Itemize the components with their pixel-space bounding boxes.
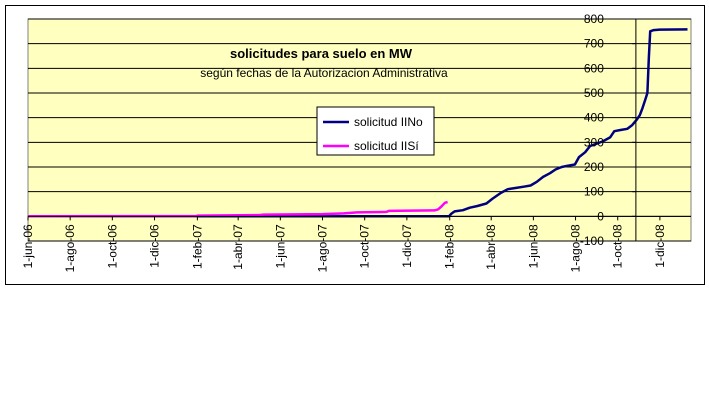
x-tick-label: 1-ago-06 — [63, 224, 77, 272]
x-tick-label: 1-abr-07 — [231, 224, 245, 270]
y-tick-label: 600 — [584, 61, 604, 75]
legend: solicitud IINo solicitud IISí — [316, 106, 435, 156]
chart-title: solicitudes para suelo en MW — [230, 46, 413, 61]
x-tick-label: 1-dic-07 — [400, 224, 414, 268]
x-tick-label: 1-abr-08 — [484, 224, 498, 270]
chart-subtitle: según fechas de la Autorizacion Administ… — [200, 66, 448, 80]
x-tick-label: 1-dic-08 — [653, 224, 667, 268]
legend-label: solicitud IINo — [354, 115, 423, 129]
y-tick-label: 700 — [584, 37, 604, 51]
x-tick-label: 1-oct-07 — [358, 224, 372, 268]
y-tick-label: -100 — [580, 234, 604, 248]
line-chart: 800 700 600 500 400 300 200 100 0 -100 1-jun-06 1-… — [21, 12, 692, 272]
x-tick-label: 1-ago-08 — [569, 224, 583, 272]
y-tick-label: 400 — [584, 111, 604, 125]
x-tick-label: 1-feb-07 — [190, 224, 204, 269]
x-tick-label: 1-feb-08 — [443, 224, 457, 269]
x-tick-label: 1-jun-06 — [21, 224, 35, 268]
legend-label: solicitud IISí — [354, 139, 419, 153]
x-tick-label: 1-ago-07 — [316, 224, 330, 272]
y-tick-label: 200 — [584, 160, 604, 174]
y-tick-label: 300 — [584, 135, 604, 149]
y-tick-label: 100 — [584, 185, 604, 199]
y-tick-label: 0 — [597, 209, 604, 223]
y-tick-label: 800 — [584, 12, 604, 26]
x-tick-label: 1-jun-07 — [273, 224, 287, 268]
series-line-iisi — [27, 200, 448, 218]
chart-frame: 800 700 600 500 400 300 200 100 0 -100 1-jun-06 1-… — [5, 5, 705, 285]
x-tick-label: 1-oct-08 — [611, 224, 625, 268]
x-tick-label: 1-jun-08 — [526, 224, 540, 268]
x-tick-label: 1-oct-06 — [105, 224, 119, 268]
x-tick-label: 1-dic-06 — [148, 224, 162, 268]
y-tick-label: 500 — [584, 86, 604, 100]
series-line-iino — [28, 28, 688, 218]
